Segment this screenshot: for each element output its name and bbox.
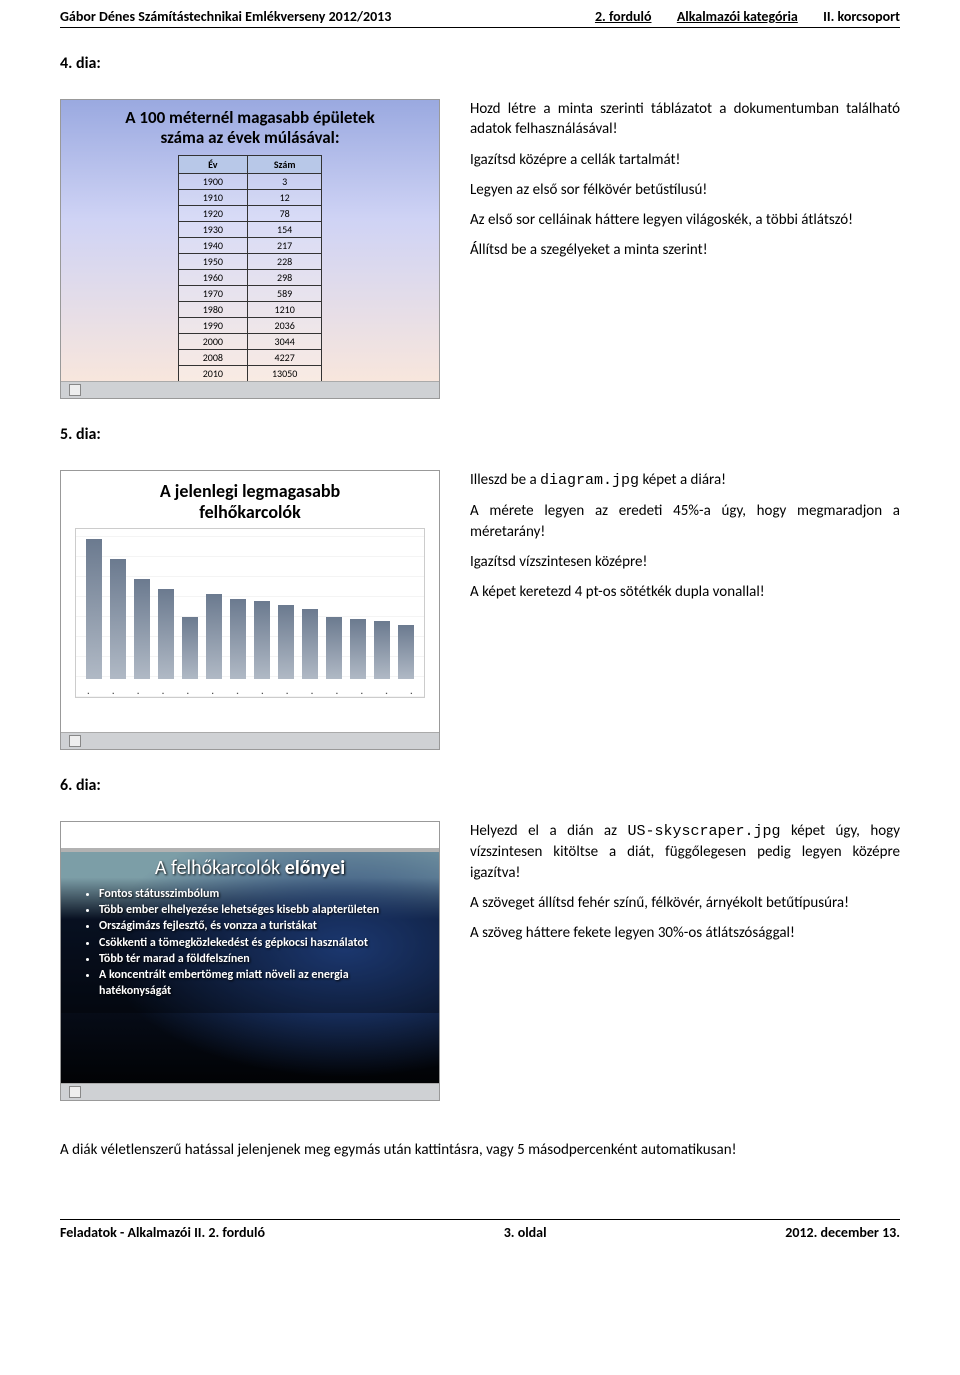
skyline-bar [86, 539, 102, 679]
slide6-title: A felhőkarcolók előnyei [79, 856, 421, 880]
skyline-bar [350, 619, 366, 679]
slide5-preview: A jelenlegi legmagasabb felhőkarcolók ▪▪… [60, 470, 440, 750]
header-left: Gábor Dénes Számítástechnikai Emlékverse… [60, 8, 391, 25]
slide4-table: ÉvSzám 19003 191012 192078 1930154 19402… [178, 155, 323, 382]
dia4-label: 4. dia: [60, 54, 900, 73]
skyline-bar [230, 599, 246, 679]
skyline-bar [374, 621, 390, 679]
final-note: A diák véletlenszerű hatással jelenjenek… [60, 1141, 900, 1159]
slide6-bullet: Fontos státusszimbólum [99, 886, 421, 902]
page-header: Gábor Dénes Számítástechnikai Emlékverse… [60, 0, 900, 28]
skyline-bar [110, 559, 126, 679]
header-mid: 2. forduló Alkalmazói kategória II. korc… [595, 8, 900, 25]
slide6-bullet: Több tér marad a földfelszínen [99, 951, 421, 967]
dia6-text: Helyezd el a dián az US-skyscraper.jpg k… [440, 821, 900, 953]
page-footer: Feladatok - Alkalmazói II. 2. forduló 3.… [60, 1219, 900, 1245]
skyline-bar [206, 594, 222, 679]
slide6-bullet: Csökkenti a tömegközlekedést és gépkocsi… [99, 935, 421, 951]
skyline-bar [278, 605, 294, 679]
skyline-bar [302, 609, 318, 679]
slide5-title-l1: A jelenlegi legmagasabb [160, 480, 340, 502]
footer-right: 2012. december 13. [785, 1224, 900, 1241]
slide4-title-l2: száma az évek múlásával: [160, 127, 339, 148]
skyline-bar [134, 579, 150, 679]
dia5-label: 5. dia: [60, 425, 900, 444]
slide6-footer-bar [61, 1083, 439, 1100]
dia4-text: Hozd létre a minta szerinti táblázatot a… [440, 99, 900, 271]
dia5-text: Illeszd be a diagram.jpg képet a diára! … [440, 470, 900, 612]
slide6-overlay: A felhőkarcolók előnyei Fontos státusszi… [61, 848, 439, 1013]
footer-left: Feladatok - Alkalmazói II. 2. forduló [60, 1224, 265, 1241]
footer-mid: 3. oldal [504, 1224, 547, 1241]
slide6-bullet: Országimázs fejlesztő, és vonzza a turis… [99, 918, 421, 934]
skyline-bar [326, 617, 342, 679]
slide4-preview: A 100 méternél magasabb épületek száma a… [60, 99, 440, 399]
slide5-skyline: ▪▪▪▪▪ ▪▪▪▪▪ ▪▪▪▪ [75, 528, 425, 698]
slide6-bullet: Több ember elhelyezése lehetséges kisebb… [99, 902, 421, 918]
slide5-footer-bar [61, 732, 439, 749]
page: Gábor Dénes Számítástechnikai Emlékverse… [0, 0, 960, 1265]
skyline-bar [254, 601, 270, 679]
dia5-section: A jelenlegi legmagasabb felhőkarcolók ▪▪… [60, 470, 900, 750]
dia6-section: A felhőkarcolók előnyei Fontos státusszi… [60, 821, 900, 1101]
dia6-label: 6. dia: [60, 776, 900, 795]
slide5-label-row: ▪▪▪▪▪ ▪▪▪▪▪ ▪▪▪▪ [76, 691, 424, 697]
slide6-bullets: Fontos státusszimbólumTöbb ember elhelye… [79, 886, 421, 999]
dia4-section: A 100 méternél magasabb épületek száma a… [60, 99, 900, 399]
slide6-preview: A felhőkarcolók előnyei Fontos státusszi… [60, 821, 440, 1101]
slide6-bullet: A koncentrált embertömeg miatt növeli az… [99, 967, 421, 999]
skyline-bar [182, 617, 198, 679]
skyline-bar [398, 625, 414, 679]
slide5-title-l2: felhőkarcolók [199, 501, 301, 523]
slide4-footer-bar [61, 381, 439, 398]
slide4-title-l1: A 100 méternél magasabb épületek [125, 107, 375, 128]
skyline-bar [158, 589, 174, 679]
